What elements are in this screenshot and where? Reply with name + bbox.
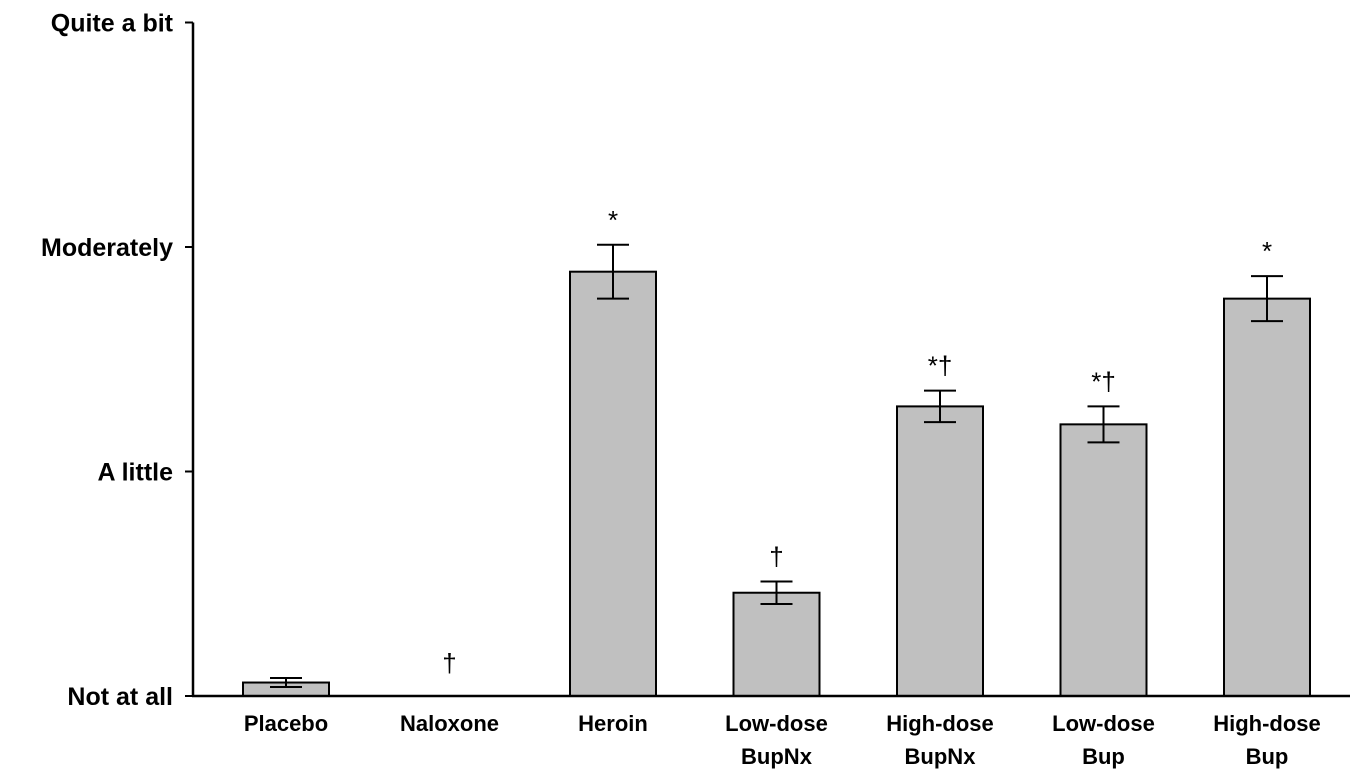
bar [569, 270, 657, 697]
significance-marker: * [1262, 236, 1272, 266]
bar [1223, 297, 1311, 697]
bar [1059, 423, 1148, 697]
category-label: Low-dose [725, 711, 828, 736]
bar [896, 405, 984, 697]
category-label: Placebo [244, 711, 328, 736]
category-label: High-dose [886, 711, 994, 736]
significance-marker: * [608, 205, 618, 235]
axes-layer [185, 21, 1350, 698]
category-label: Bup [1082, 744, 1125, 769]
category-label: High-dose [1213, 711, 1321, 736]
y-tick-label: Quite a bit [51, 10, 174, 38]
significance-marker: *† [928, 351, 953, 381]
category-label: BupNx [741, 744, 813, 769]
category-label: Heroin [578, 711, 648, 736]
y-tick-label: Not at all [67, 683, 173, 711]
y-tick-label: Moderately [41, 234, 173, 262]
bar [732, 591, 821, 697]
labels-layer: Not at all A little Moderately Quite a bit P… [41, 10, 1321, 770]
category-label: Low-dose [1052, 711, 1155, 736]
y-tick-label: A little [98, 459, 174, 487]
significance-marker: † [769, 542, 783, 572]
category-label: BupNx [905, 744, 977, 769]
category-label: Bup [1246, 744, 1289, 769]
category-label: Naloxone [400, 711, 499, 736]
significance-marker: † [442, 648, 456, 678]
significance-marker: *† [1091, 366, 1116, 396]
bars-layer [242, 243, 1311, 698]
